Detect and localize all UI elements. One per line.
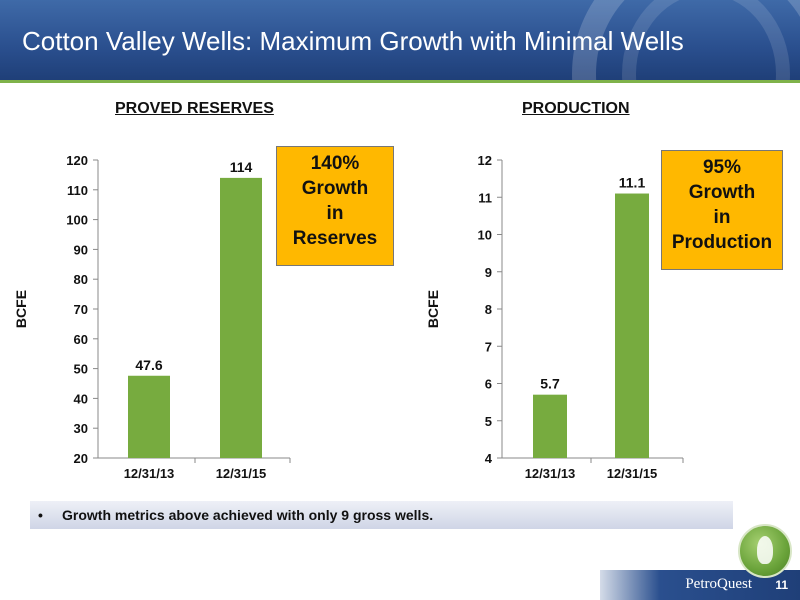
page-number: 11 [775, 578, 788, 592]
y-tick-label: 110 [67, 183, 88, 198]
header-rule [0, 80, 800, 83]
flame-icon [757, 536, 773, 564]
y-tick-label: 8 [485, 302, 492, 317]
y-tick-label: 5 [485, 414, 492, 429]
bar [615, 193, 649, 458]
brand-name: PetroQuest [685, 576, 752, 592]
callout-line: Growth [301, 178, 369, 199]
header-bar [0, 0, 800, 80]
bullet-icon: • [38, 507, 43, 523]
callout-line: in [713, 207, 731, 228]
data-label: 5.7 [540, 376, 560, 392]
y-tick-label: 7 [485, 339, 492, 354]
y-tick-label: 11 [478, 190, 492, 205]
y-tick-label: 9 [485, 265, 492, 280]
bar [220, 177, 262, 458]
bar [533, 394, 567, 458]
y-tick-label: 50 [74, 362, 88, 377]
y-tick-label: 40 [74, 391, 88, 406]
y-tick-label: 6 [485, 377, 492, 392]
petroquest-logo-icon [738, 524, 792, 578]
callout-line: 95% [702, 157, 742, 178]
footnote-bar: • Growth metrics above achieved with onl… [30, 501, 733, 529]
y-tick-label: 120 [66, 153, 88, 168]
reserves-chart: 20 30 40 50 60 70 80 90 100 110 120 BCFE 47.6 12/31/1… [13, 153, 291, 481]
callout-line: 140% [310, 153, 360, 174]
callout-line: Reserves [292, 228, 378, 249]
data-label: 11.1 [619, 175, 646, 191]
chart-title-reserves: PROVED RESERVES [115, 100, 274, 117]
data-label: 114 [230, 159, 253, 175]
y-axis-label: BCFE [425, 290, 441, 328]
y-axis-label: BCFE [13, 290, 29, 328]
production-chart: 4 5 6 7 8 9 10 11 12 BCFE 5.7 12/31/13 11.1 12/31/15 [425, 153, 684, 481]
y-tick-label: 60 [74, 332, 88, 347]
x-tick-label: 12/31/13 [525, 466, 576, 481]
x-tick-label: 12/31/15 [607, 466, 658, 481]
x-tick-label: 12/31/13 [124, 466, 175, 481]
callout-line: in [326, 203, 344, 224]
y-tick-label: 80 [74, 272, 88, 287]
y-tick-label: 90 [74, 242, 88, 257]
callout-line: Growth [688, 182, 756, 203]
callout-line: Production [671, 232, 773, 253]
slide-title: Cotton Valley Wells: Maximum Growth with… [22, 26, 684, 56]
y-tick-label: 10 [478, 228, 492, 243]
y-tick-label: 100 [66, 213, 88, 228]
data-label: 47.6 [135, 357, 162, 373]
chart-title-production: PRODUCTION [522, 100, 630, 117]
y-tick-label: 20 [74, 451, 88, 466]
footnote-text: Growth metrics above achieved with only … [62, 507, 434, 523]
y-tick-label: 4 [485, 451, 493, 466]
bar [128, 375, 170, 458]
production-growth-callout: 95% Growth in Production [661, 150, 783, 270]
y-tick-label: 12 [478, 153, 492, 168]
x-tick-label: 12/31/15 [216, 466, 267, 481]
y-tick-label: 30 [74, 421, 88, 436]
reserves-growth-callout: 140% Growth in Reserves [276, 146, 394, 266]
y-tick-label: 70 [74, 302, 88, 317]
